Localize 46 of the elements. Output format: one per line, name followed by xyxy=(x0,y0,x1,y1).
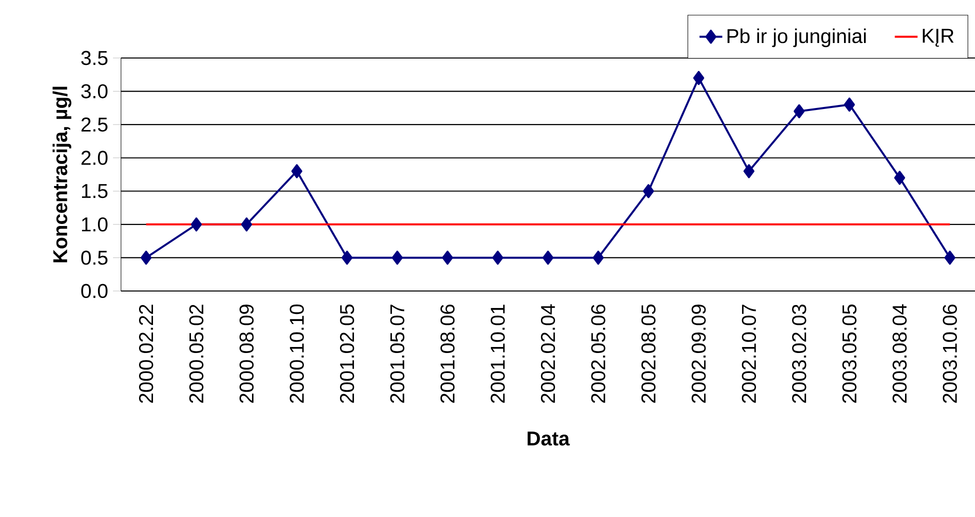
point xyxy=(442,250,454,265)
legend-label: KĮR xyxy=(922,28,954,47)
point xyxy=(894,170,906,185)
y-tick-label: 0.5 xyxy=(81,250,108,265)
x-tick-label: 2003.10.06 xyxy=(942,304,957,403)
y-tick-label: 3.5 xyxy=(81,50,108,66)
point xyxy=(743,164,754,178)
x-tick-label: 2000.08.09 xyxy=(240,304,254,403)
x-tick-label: 2001.02.05 xyxy=(340,304,354,403)
point xyxy=(944,250,956,265)
x-tick-label: 2001.08.06 xyxy=(440,304,455,403)
point xyxy=(693,70,704,85)
point xyxy=(592,250,604,265)
x-tick-label: 2000.02.22 xyxy=(139,304,154,403)
point xyxy=(542,250,554,265)
point xyxy=(794,104,805,118)
point xyxy=(140,250,152,265)
x-tick-label: 2002.05.06 xyxy=(591,304,606,403)
x-tick-label: 2001.10.01 xyxy=(490,304,505,403)
x-tick-label: 2001.05.07 xyxy=(390,304,404,403)
x-tick-label: 2000.05.02 xyxy=(189,304,204,403)
x-tick-label: 2002.08.05 xyxy=(641,304,656,403)
legend-label: Pb ir jo junginiai xyxy=(728,28,866,48)
point xyxy=(642,184,654,198)
y-tick-label: 2.0 xyxy=(82,150,108,165)
x-tick-label: 2002.09.09 xyxy=(692,304,706,403)
x-tick-label: 2003.05.05 xyxy=(842,304,856,403)
y-tick-label: 2.5 xyxy=(82,117,108,132)
x-tick-label: 2003.08.04 xyxy=(892,304,907,403)
x-tick-label: 2000.10.10 xyxy=(290,304,304,403)
x-tick-label: 2003.02.03 xyxy=(792,304,806,403)
y-tick-label: 0.0 xyxy=(81,284,108,298)
point xyxy=(241,217,252,232)
y-tick-label: 1.5 xyxy=(82,184,108,198)
x-tick-label: 2002.10.07 xyxy=(742,304,756,403)
y-tick-label: 1.0 xyxy=(82,217,108,232)
point xyxy=(190,217,202,232)
x-tick-label: 2002.02.04 xyxy=(540,304,556,403)
y-tick-label: 3.0 xyxy=(81,84,108,98)
point xyxy=(844,98,855,112)
x-axis-title: Data xyxy=(528,432,570,446)
y-axis-title: Koncentracija, µg/l xyxy=(52,86,72,262)
point xyxy=(291,164,302,178)
point xyxy=(342,250,353,265)
point xyxy=(492,250,504,265)
point xyxy=(392,250,403,265)
